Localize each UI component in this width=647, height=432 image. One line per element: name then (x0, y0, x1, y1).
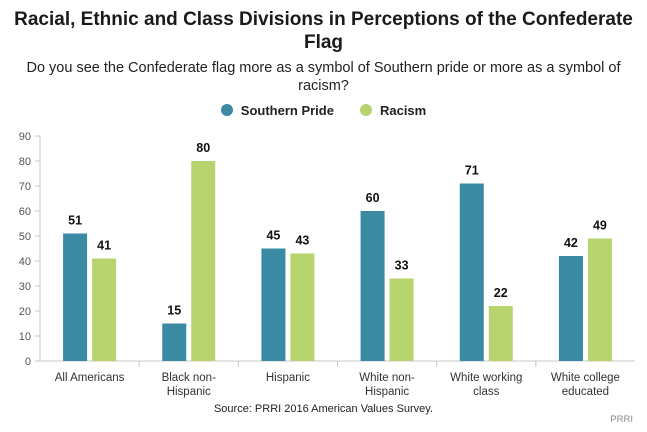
data-label: 49 (593, 219, 607, 233)
y-tick-label: 30 (19, 281, 31, 293)
data-label: 80 (196, 141, 210, 155)
legend-swatch-southern-pride (220, 104, 233, 116)
bar-southern-pride (261, 248, 286, 361)
legend: Southern Pride Racism (0, 100, 647, 120)
source-note: Source: PRRI 2016 American Values Survey… (213, 403, 434, 415)
data-label: 42 (564, 236, 578, 250)
x-category-label: White working (450, 372, 522, 384)
bar-racism (290, 253, 315, 361)
y-tick-label: 20 (19, 306, 31, 318)
x-category-label: White non- (359, 372, 415, 384)
x-category-label: class (473, 386, 499, 398)
data-label: 33 (395, 259, 409, 273)
bar-racism (488, 306, 513, 361)
y-tick-label: 0 (25, 356, 31, 368)
legend-item-southern-pride: Southern Pride (220, 102, 334, 118)
x-category-label: White college (551, 372, 620, 384)
bar-racism (389, 278, 414, 361)
y-tick-label: 50 (19, 231, 31, 243)
chart-subtitle: Do you see the Confederate flag more as … (26, 60, 621, 94)
data-label: 43 (295, 234, 309, 248)
y-tick-label: 80 (19, 156, 31, 168)
data-label: 45 (266, 229, 280, 243)
legend-label-racism: Racism (379, 102, 427, 118)
y-tick-label: 40 (19, 256, 31, 268)
bar-racism (92, 258, 117, 361)
bar-southern-pride (63, 233, 88, 361)
x-category-label: Black non- (162, 372, 217, 384)
legend-label-southern-pride: Southern Pride (240, 102, 334, 118)
data-label: 41 (97, 239, 111, 253)
chart-title: Racial, Ethnic and Class Divisions in Pe… (14, 9, 633, 53)
data-label: 22 (494, 286, 508, 300)
x-category-label: Hispanic (167, 386, 211, 398)
data-label: 15 (167, 304, 181, 318)
bar-racism (587, 238, 612, 361)
legend-item-racism: Racism (359, 102, 427, 118)
bar-racism (191, 161, 216, 361)
bar-southern-pride (459, 183, 484, 361)
y-tick-label: 60 (19, 206, 31, 218)
x-category-label: Hispanic (365, 386, 409, 398)
data-label: 51 (68, 214, 82, 228)
y-tick-label: 90 (19, 131, 31, 143)
bar-southern-pride (360, 211, 385, 361)
data-label: 60 (366, 191, 380, 205)
legend-swatch-racism (359, 104, 372, 116)
y-tick-label: 70 (19, 181, 31, 193)
x-category-label: Hispanic (266, 372, 310, 384)
bar-southern-pride (558, 256, 583, 361)
data-label: 71 (465, 164, 479, 178)
x-category-label: All Americans (55, 372, 125, 384)
y-tick-label: 10 (19, 331, 31, 343)
bar-southern-pride (162, 323, 187, 361)
brand-logo: PRRI (610, 414, 633, 425)
x-category-label: educated (562, 386, 609, 398)
